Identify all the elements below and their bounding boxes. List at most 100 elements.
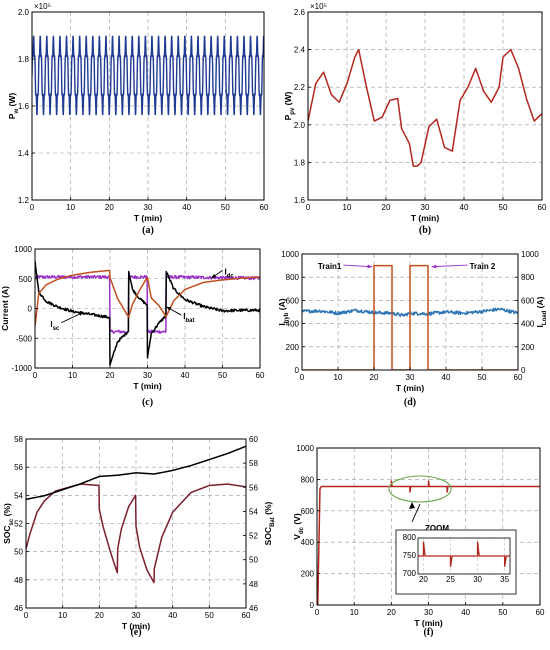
y-tick-label: 1000 bbox=[296, 444, 314, 453]
x-tick-label: 40 bbox=[442, 373, 451, 382]
y-tick-label: 1.4 bbox=[18, 149, 30, 158]
x-tick-label: 20 bbox=[105, 203, 114, 212]
x-axis-label: T (min) bbox=[396, 383, 424, 393]
panel-c: 0 10 20 30 40 50 60 -1000 -500 0 500 1000 T (min) Cur… bbox=[0, 245, 265, 408]
x-tick-label: 10 bbox=[343, 203, 352, 212]
y-tick-label: 500 bbox=[19, 275, 33, 284]
series-group bbox=[35, 260, 260, 366]
series-line-s0 bbox=[317, 480, 540, 605]
panel-b: 0 10 20 30 40 50 60 1.6 1.8 2.0 2.2 2.4 2.6 ×10⁵ T (mi… bbox=[283, 2, 547, 236]
inset-outer-box bbox=[395, 529, 517, 595]
y2-axis-label: SOCBat (%) bbox=[263, 502, 276, 546]
annotation-arrowhead bbox=[211, 273, 217, 279]
axis-exponent: ×10⁵ bbox=[310, 2, 327, 11]
series-group bbox=[302, 264, 518, 370]
y2-tick-label: 58 bbox=[249, 459, 258, 468]
x-tick-label: 0 bbox=[33, 371, 38, 380]
x-tick-label: 30 bbox=[424, 608, 433, 617]
inset-frame bbox=[417, 537, 511, 575]
panel-caption: (d) bbox=[404, 397, 416, 408]
x-tick-label: 20 bbox=[382, 203, 391, 212]
y-tick-label: 200 bbox=[301, 570, 315, 579]
y-tick-label: 200 bbox=[286, 343, 300, 352]
x-tick-label: 50 bbox=[221, 203, 230, 212]
y-tick-label: 1.2 bbox=[18, 196, 30, 205]
x-tick-label: 60 bbox=[242, 611, 251, 620]
x-tick-label: 40 bbox=[461, 608, 470, 617]
y2-tick-label: 46 bbox=[249, 604, 258, 613]
annotation-label-1: Isc bbox=[50, 320, 60, 332]
y-tick-label: 48 bbox=[14, 576, 23, 585]
y-tick-label: 1.8 bbox=[294, 158, 306, 167]
x-axis-label: T (min) bbox=[133, 381, 161, 391]
y-tick-label: -1000 bbox=[12, 364, 33, 373]
x-tick-label: 40 bbox=[181, 371, 190, 380]
y-tick-label: 0 bbox=[28, 305, 33, 314]
panel-a: 0 10 20 30 40 50 60 1.2 1.4 1.6 1.8 2.0 ×10⁵ T (min) P… bbox=[7, 2, 269, 236]
x-axis-label: T (min) bbox=[411, 213, 439, 223]
zoom-arrowhead bbox=[409, 502, 415, 509]
y-tick-label: 1000 bbox=[281, 250, 299, 259]
x-tick-label: 0 bbox=[300, 373, 305, 382]
y-tick-label: 600 bbox=[301, 507, 315, 516]
x-tick-label: 30 bbox=[421, 203, 430, 212]
panel-d: 0 10 20 30 40 50 60020040060080010000200400600… bbox=[277, 250, 548, 408]
x-tick-label: 0 bbox=[315, 608, 320, 617]
annotation-arrowhead bbox=[431, 264, 437, 269]
y2-tick-label: 54 bbox=[249, 507, 258, 516]
x-tick-label: 50 bbox=[218, 371, 227, 380]
y-tick-label: 0 bbox=[310, 601, 315, 610]
y-tick-label: 58 bbox=[14, 435, 23, 444]
axis-exponent: ×10⁵ bbox=[34, 2, 51, 11]
y-tick-label: 1.6 bbox=[294, 196, 306, 205]
y-tick-label: 400 bbox=[301, 538, 315, 547]
x-tick-label: 20 bbox=[370, 373, 379, 382]
panel-caption: (b) bbox=[419, 225, 431, 236]
x-tick-label: 30 bbox=[132, 611, 141, 620]
y-tick-label: 800 bbox=[301, 475, 315, 484]
y-axis-label: SOCsc (%) bbox=[2, 503, 15, 544]
x-tick-label: 50 bbox=[498, 608, 507, 617]
series-group bbox=[308, 48, 542, 167]
y-tick-label: -500 bbox=[16, 334, 33, 343]
y2-tick-label: 800 bbox=[521, 273, 535, 282]
x-tick-label: 60 bbox=[536, 608, 545, 617]
zoom-arrow bbox=[411, 503, 421, 523]
annotation-arrow bbox=[431, 264, 468, 268]
series-group bbox=[26, 445, 246, 584]
x-tick-label: 10 bbox=[334, 373, 343, 382]
x-tick-label: 10 bbox=[58, 611, 67, 620]
x-tick-label: 30 bbox=[143, 371, 152, 380]
x-tick-label: 20 bbox=[106, 371, 115, 380]
y-tick-label: 54 bbox=[14, 491, 23, 500]
inset-y-tick-label: 700 bbox=[403, 569, 417, 578]
x-axis-label: T (min) bbox=[122, 621, 150, 631]
x-tick-label: 30 bbox=[144, 203, 153, 212]
x-tick-label: 50 bbox=[499, 203, 508, 212]
y-tick-label: 2.0 bbox=[294, 121, 306, 130]
annotation-label-0: Train1 bbox=[318, 262, 342, 271]
annotation-arrowhead bbox=[166, 306, 172, 311]
y-tick-label: 2.4 bbox=[294, 46, 306, 55]
x-tick-label: 60 bbox=[538, 203, 547, 212]
zoom-ellipse bbox=[388, 475, 452, 503]
y-tick-label: 2.2 bbox=[294, 83, 306, 92]
x-tick-label: 20 bbox=[95, 611, 104, 620]
y2-tick-label: 60 bbox=[249, 435, 258, 444]
y2-tick-label: 600 bbox=[521, 296, 535, 305]
y-tick-label: 2.0 bbox=[18, 8, 30, 17]
series-line-Iload bbox=[302, 264, 518, 370]
y2-tick-label: 200 bbox=[521, 343, 535, 352]
x-axis-label: T (min) bbox=[134, 213, 162, 223]
y-axis-label: Ppv (W) bbox=[283, 91, 296, 120]
x-tick-label: 0 bbox=[24, 611, 29, 620]
series-line-Isc bbox=[35, 260, 260, 366]
x-tick-label: 40 bbox=[182, 203, 191, 212]
y2-tick-label: 1000 bbox=[521, 250, 539, 259]
series-line-SOCbat bbox=[26, 445, 246, 501]
y2-axis-label: ILoad (A) bbox=[535, 296, 548, 327]
y-tick-label: 1.6 bbox=[18, 102, 30, 111]
y2-tick-label: 400 bbox=[521, 320, 535, 329]
x-axis-label: T (min) bbox=[414, 618, 442, 628]
y-tick-label: 46 bbox=[14, 604, 23, 613]
